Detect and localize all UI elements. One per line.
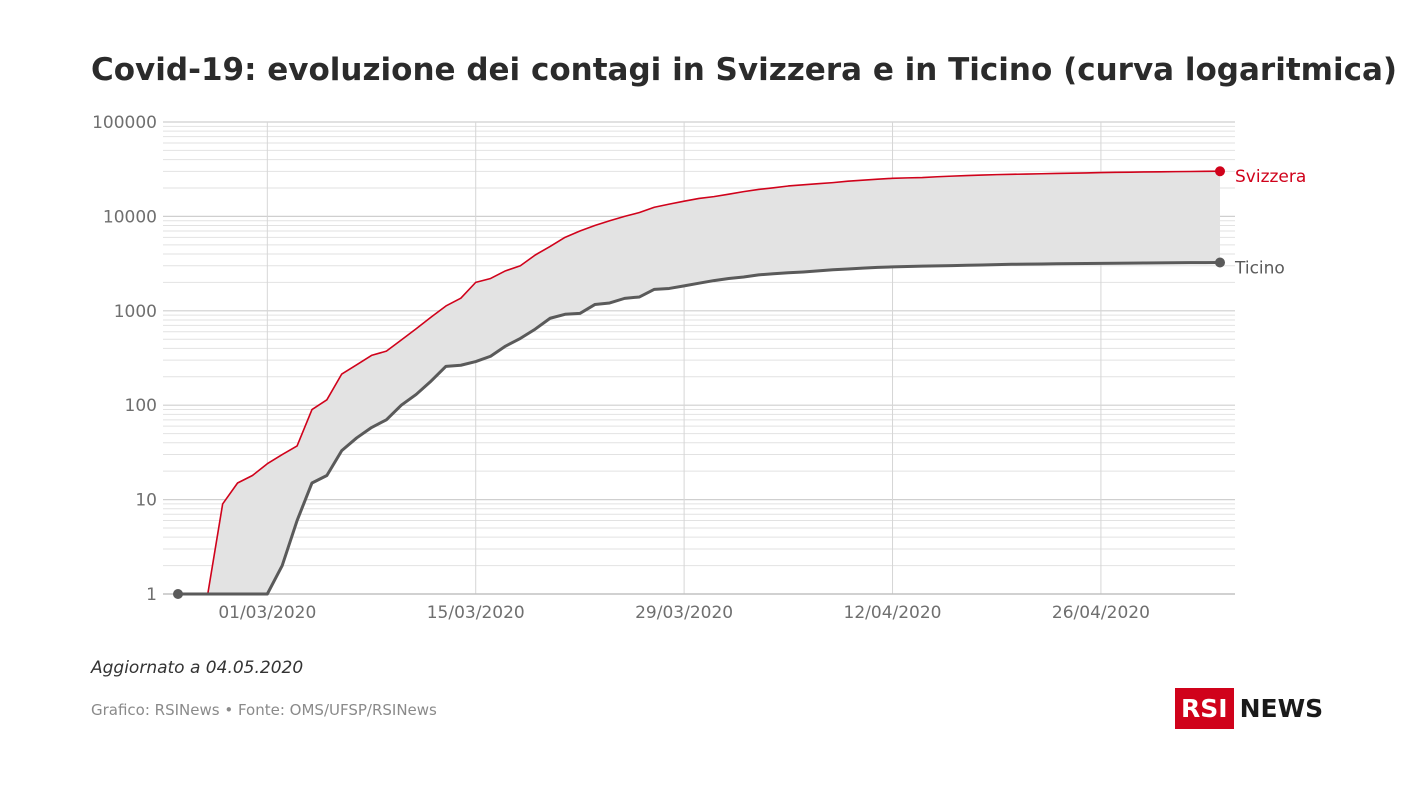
shaded-band [178, 171, 1220, 594]
band-area [178, 171, 1220, 594]
y-tick-label: 1 [146, 585, 157, 605]
source-credit: Grafico: RSINews • Fonte: OMS/UFSP/RSINe… [91, 701, 437, 719]
x-tick-label: 26/04/2020 [1052, 603, 1150, 623]
y-tick-label: 100000 [92, 113, 157, 133]
svizzera-end-point [1215, 166, 1225, 177]
series-labels: Svizzera Ticino [1234, 167, 1306, 278]
x-axis: 01/03/2020 15/03/2020 29/03/2020 12/04/2020… [218, 603, 1150, 623]
logo-news-text: NEWS [1239, 694, 1324, 723]
ticino-start-point [173, 589, 183, 599]
y-tick-label: 100 [125, 396, 157, 416]
series-line-svizzera [192, 170, 1221, 595]
x-tick-label: 15/03/2020 [427, 603, 525, 623]
updated-note: Aggiornato a 04.05.2020 [91, 658, 304, 678]
y-tick-label: 1000 [114, 302, 157, 322]
x-tick-label: 29/03/2020 [635, 603, 733, 623]
y-axis: 1 10 100 1000 10000 100000 [92, 113, 157, 605]
chart-title: Covid-19: evoluzione dei contagi in Sviz… [91, 52, 1398, 88]
series-label-ticino: Ticino [1234, 258, 1285, 278]
x-tick-label: 12/04/2020 [844, 603, 942, 623]
rsi-news-logo: RSI NEWS [1175, 688, 1323, 729]
series-label-svizzera: Svizzera [1235, 167, 1306, 187]
y-tick-label: 10 [135, 491, 157, 511]
series-line-ticino [178, 260, 1221, 596]
y-tick-label: 10000 [103, 207, 157, 227]
series-lines [173, 166, 1225, 599]
x-tick-label: 01/03/2020 [218, 603, 316, 623]
logo-rsi-mark: RSI [1175, 688, 1234, 729]
ticino-end-point [1215, 257, 1225, 268]
